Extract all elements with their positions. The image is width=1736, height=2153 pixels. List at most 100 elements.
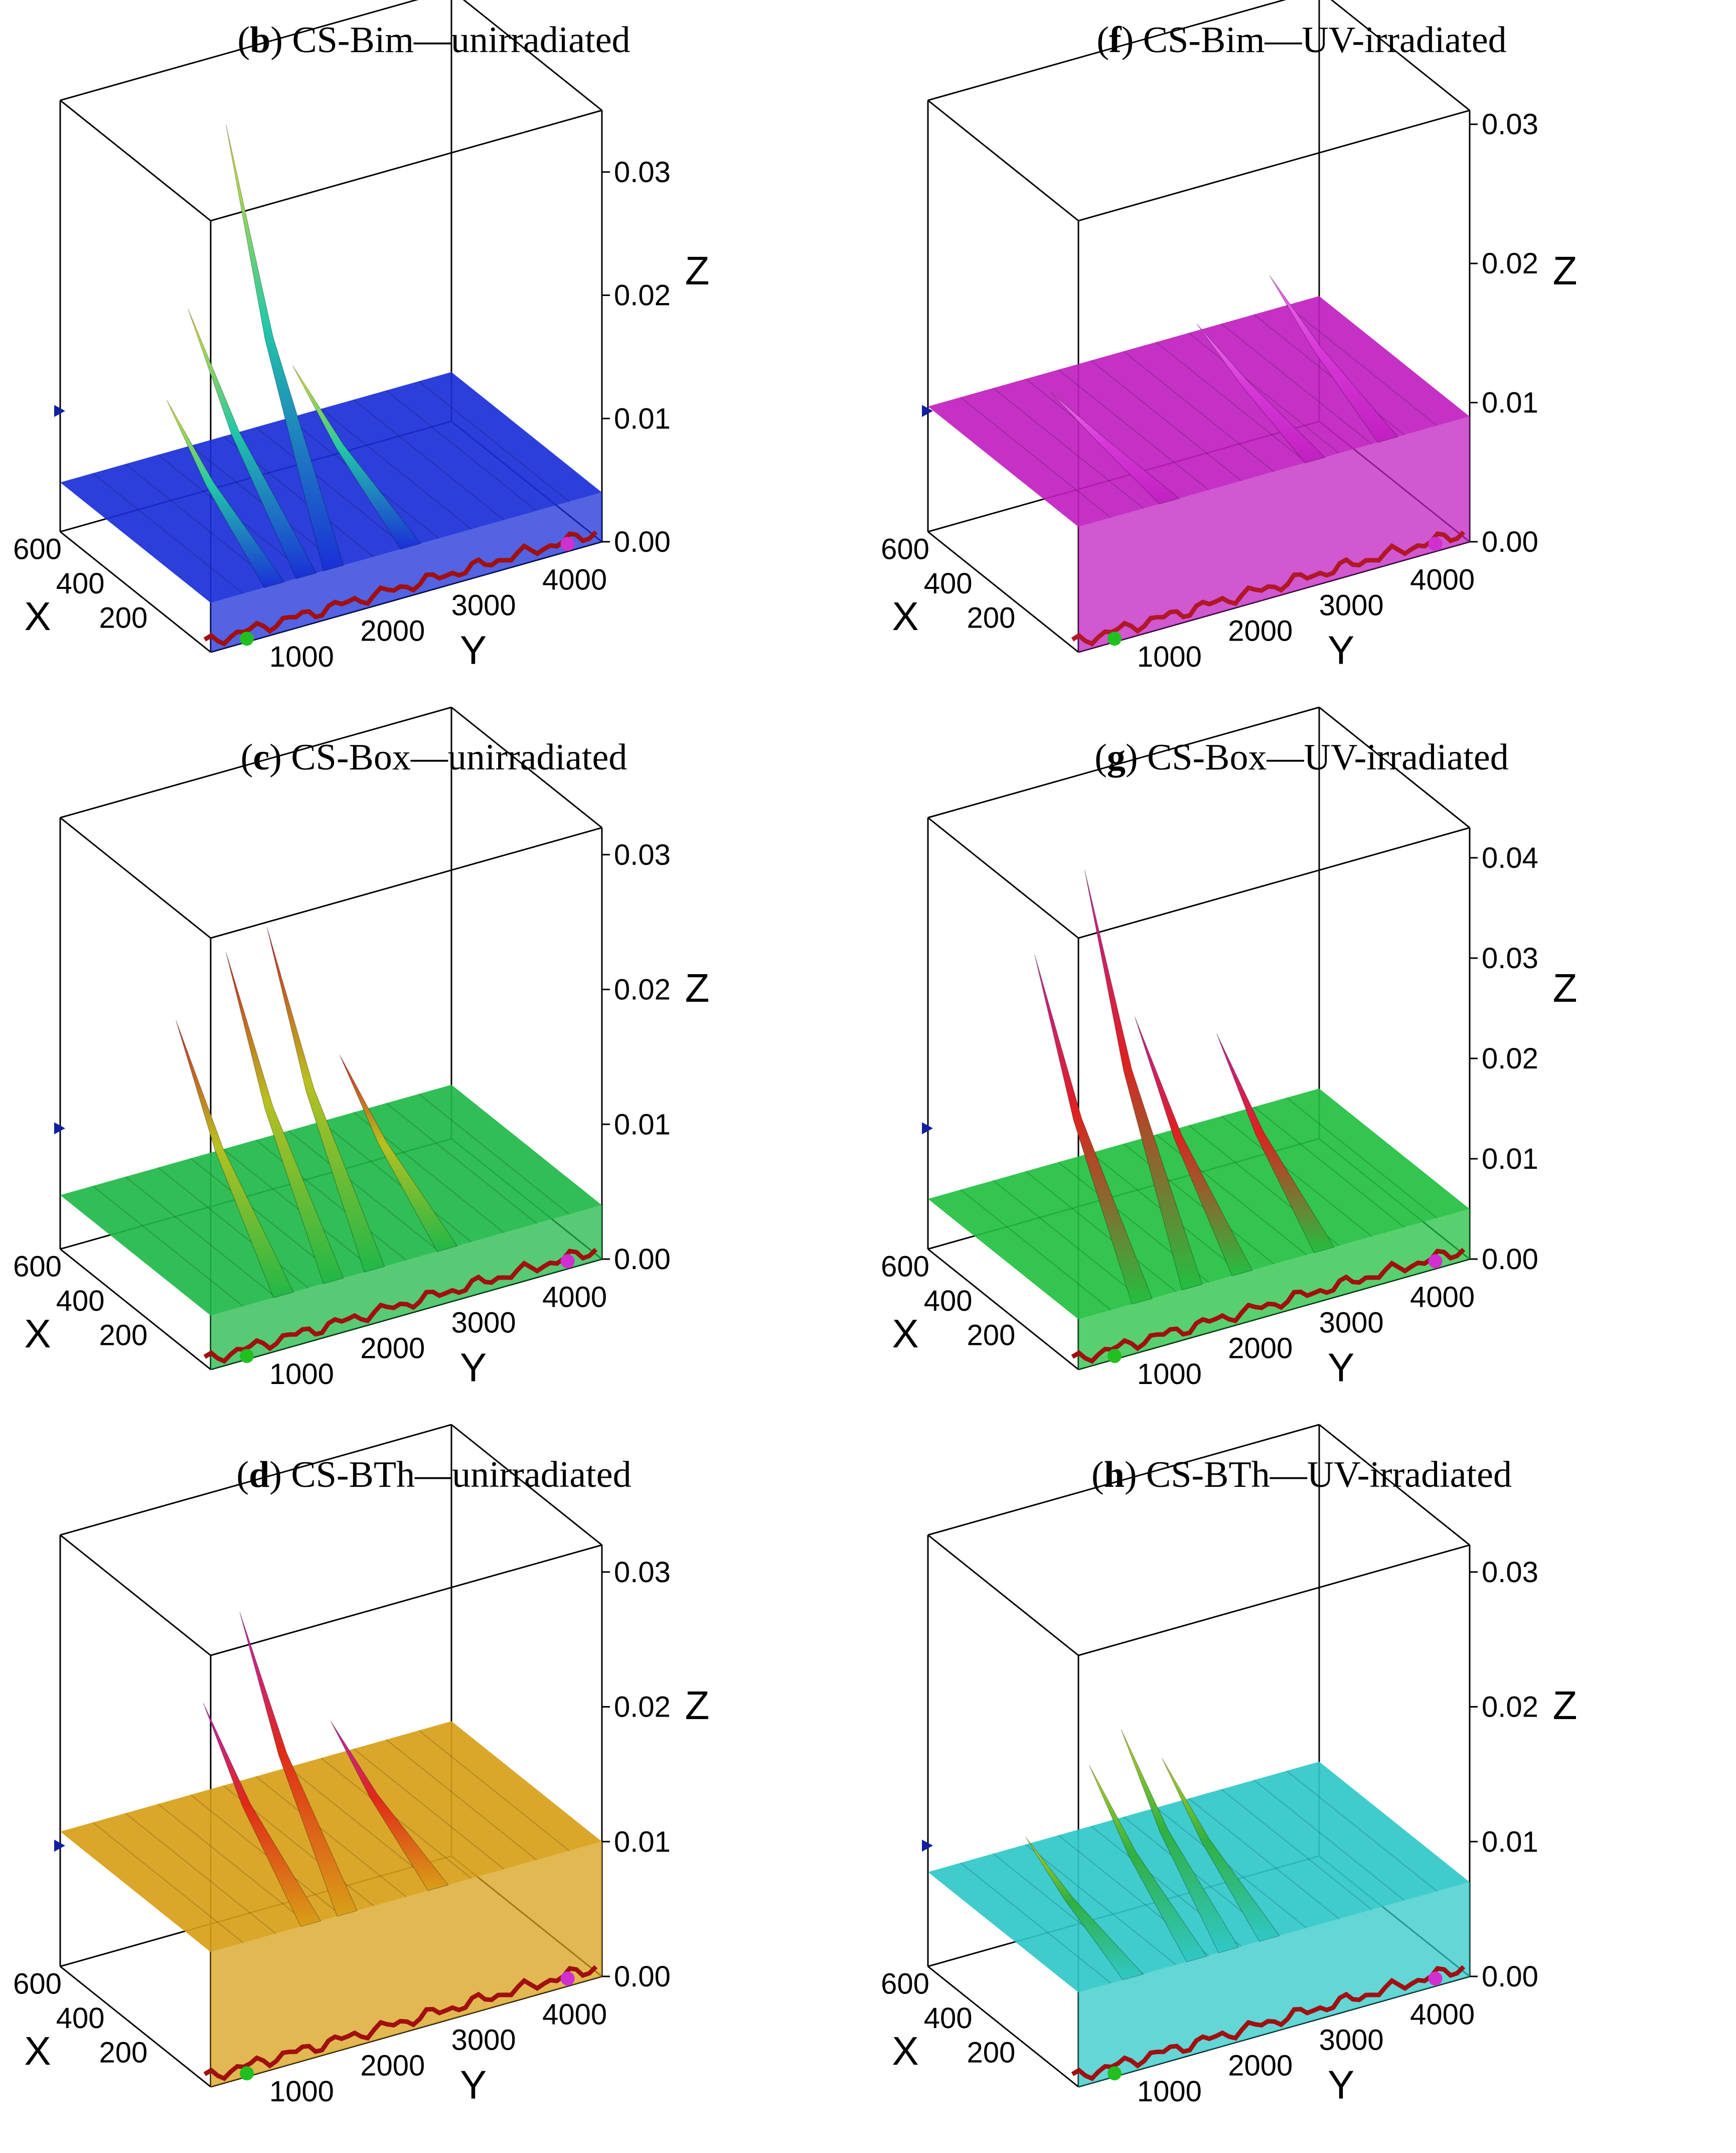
texture-line: [255, 1776, 407, 1898]
y-tick-label: 1000: [269, 1358, 334, 1391]
texture-line: [157, 1803, 309, 1925]
green-marker: [1108, 632, 1122, 646]
z-tick-label: 0.02: [614, 1691, 671, 1724]
y-tick-label: 2000: [1228, 1332, 1293, 1365]
baseline-trace: [203, 1965, 598, 2081]
texture-line: [321, 408, 472, 530]
texture-line: [1253, 1779, 1405, 1901]
texture-line: [1025, 1171, 1177, 1292]
magenta-marker: [560, 537, 575, 551]
box-edge: [210, 1544, 602, 1656]
surface-peak: [203, 1703, 322, 1927]
panel-letter: b: [250, 20, 271, 61]
panel-d: (d) CS-BTh—unirradiated 0.00 0.01 0.02 0.03 Z…: [0, 1424, 868, 2152]
box-edge: [60, 0, 419, 101]
box-edge: [927, 1424, 1320, 1536]
texture-line: [353, 399, 505, 521]
panel-title: (c) CS-Box—unirradiated: [240, 737, 627, 778]
panel-letter: f: [1109, 20, 1122, 61]
x-tick-label: 400: [56, 2002, 105, 2035]
box-edge: [1319, 1424, 1470, 1546]
baseline-trace: [1071, 1248, 1466, 1364]
x-tick-label: 200: [99, 601, 148, 634]
y-tick-label: 1000: [269, 2075, 334, 2108]
surface-plot: 0.00 0.01 0.02 0.03 Z 1000 2000 3000 4000 Y 200400…: [13, 706, 709, 1391]
texture-line: [125, 1812, 276, 1934]
surface-peak: [188, 309, 317, 579]
x-axis-label: X: [892, 1311, 918, 1356]
y-tick-label: 1000: [1137, 641, 1202, 673]
panel-title: (b) CS-Bim—unirradiated: [237, 20, 630, 61]
y-tick-label: 3000: [1319, 1307, 1384, 1339]
surface-peak: [1088, 1765, 1208, 1962]
y-axis-label: Y: [460, 1345, 487, 1390]
texture-line: [1025, 1844, 1177, 1965]
box-edge: [927, 99, 1079, 222]
z-tick-label: 0.00: [1482, 526, 1538, 558]
magenta-marker: [560, 1254, 575, 1269]
panel-letter: c: [253, 737, 270, 778]
box-edge: [1319, 706, 1470, 829]
x-tick-label: 600: [881, 533, 929, 565]
box-edge: [60, 99, 211, 222]
texture-line: [1221, 1116, 1372, 1237]
texture-line: [1156, 1807, 1307, 1929]
z-tick-label: 0.01: [614, 1108, 671, 1141]
texture-line: [255, 426, 407, 548]
z-tick-label: 0.02: [1482, 247, 1538, 280]
y-axis-label: Y: [1328, 628, 1354, 673]
texture-line: [1253, 314, 1405, 435]
texture-line: [190, 1794, 342, 1916]
panel-title-text: CS-BTh—unirradiated: [281, 1454, 632, 1495]
surface-peak: [225, 952, 344, 1285]
box-edge: [60, 1534, 211, 1656]
z-tick-label: 0.02: [1482, 1042, 1538, 1075]
z-tick-label: 0.03: [1482, 942, 1538, 975]
panel-title: (h) CS-BTh—UV-irradiated: [1091, 1454, 1512, 1495]
texture-line: [386, 390, 537, 512]
texture-line: [223, 1149, 374, 1270]
box-edge: [927, 1248, 1079, 1370]
texture-line: [353, 1748, 505, 1870]
z-tick-label: 0.00: [614, 526, 671, 558]
surface-front: [211, 1841, 602, 2087]
box-edge: [60, 817, 211, 939]
z-tick-label: 0.00: [1482, 1243, 1538, 1276]
z-tick-label: 0.01: [614, 1825, 671, 1858]
box-edge: [60, 1424, 452, 1536]
texture-line: [1058, 369, 1209, 491]
y-tick-label: 3000: [1319, 2024, 1384, 2057]
surface-peak: [1216, 1033, 1335, 1254]
panel-title-text: CS-Box—UV-irradiated: [1138, 737, 1509, 778]
magenta-marker: [1428, 1971, 1443, 1986]
surface-base: [928, 1089, 1470, 1319]
z-tick-label: 0.00: [614, 1243, 671, 1276]
y-axis-label: Y: [1328, 2063, 1354, 2107]
green-marker: [240, 1349, 254, 1363]
bounding-box: [927, 706, 1471, 1370]
surface-texture: [92, 1730, 570, 1943]
x-tick-label: 600: [881, 1250, 929, 1283]
panel-title: (g) CS-Box—UV-irradiated: [1094, 737, 1509, 778]
texture-line: [960, 397, 1112, 518]
y-tick-label: 2000: [1228, 2050, 1293, 2082]
surface-peak: [1134, 1016, 1253, 1277]
y-tick-label: 4000: [542, 1998, 607, 2031]
box-edge: [451, 706, 602, 829]
surface-plot: 0.00 0.01 0.02 0.03 Z 1000 2000 3000 4000 Y 200400…: [13, 1424, 709, 2108]
texture-line: [418, 1730, 570, 1852]
surface-plot: 0.00 0.01 0.02 0.03 Z 1000 2000 3000 4000 Y 200400…: [13, 0, 709, 673]
z-tick-label: 0.02: [614, 279, 671, 312]
blue-marker: [922, 1839, 933, 1852]
surface-peak: [266, 927, 385, 1273]
panel-g: (g) CS-Box—UV-irradiated 0.00 0.01 0.02 0.03…: [868, 706, 1735, 1435]
texture-line: [386, 1103, 537, 1224]
surface-plot: 0.00 0.01 0.02 0.03 0.04 Z 1000 2000 3000 4000 Y 20…: [881, 706, 1577, 1391]
y-tick-label: 4000: [1410, 1281, 1475, 1313]
surface-peak: [1161, 1758, 1281, 1942]
magenta-marker: [1428, 1254, 1443, 1269]
surface-plot: 0.00 0.01 0.02 0.03 Z 1000 2000 3000 4000 Y 200400…: [881, 1424, 1577, 2108]
texture-line: [321, 1757, 472, 1879]
surface-peak: [225, 124, 344, 572]
baseline-trace: [203, 530, 598, 647]
